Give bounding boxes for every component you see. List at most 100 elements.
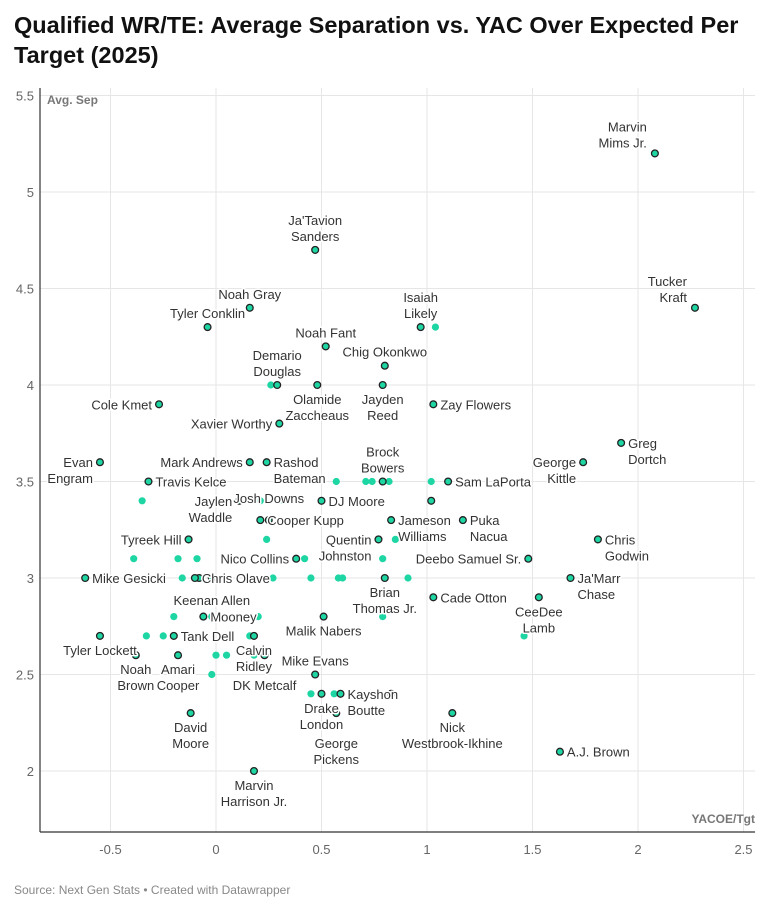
point-label: Jayden Reed bbox=[362, 392, 404, 423]
data-point bbox=[275, 419, 284, 428]
data-point bbox=[208, 613, 216, 621]
point-label: Tyler Conklin bbox=[170, 306, 245, 321]
x-axis-label: YACOE/Tgt bbox=[691, 812, 755, 826]
data-point bbox=[95, 631, 104, 640]
data-point bbox=[416, 323, 425, 332]
data-point bbox=[534, 593, 543, 602]
data-point bbox=[212, 651, 220, 659]
point-label: Josh Downs bbox=[233, 491, 304, 506]
data-point bbox=[579, 458, 588, 467]
data-point bbox=[332, 477, 340, 486]
y-tick-label: 3 bbox=[27, 571, 34, 586]
point-label: Xavier Worthy bbox=[191, 417, 273, 432]
point-label: Sam LaPorta bbox=[455, 475, 532, 490]
point-label: Jameson Williams bbox=[398, 513, 451, 544]
point-label: Malik Nabers bbox=[286, 624, 362, 639]
data-point bbox=[81, 573, 90, 583]
data-point bbox=[458, 516, 467, 525]
data-point bbox=[199, 612, 208, 621]
data-point bbox=[142, 632, 150, 640]
data-point bbox=[203, 323, 212, 332]
data-point bbox=[245, 303, 254, 312]
data-point bbox=[374, 535, 383, 544]
point-label: Tucker Kraft bbox=[648, 274, 688, 305]
data-point bbox=[95, 458, 104, 467]
point-label: Tyreek Hill bbox=[121, 532, 182, 547]
data-point bbox=[444, 477, 453, 486]
y-tick-label: 3.5 bbox=[16, 475, 34, 490]
point-label: Isaiah Likely bbox=[403, 290, 438, 321]
x-tick-label: 1.5 bbox=[523, 842, 541, 857]
data-point bbox=[448, 709, 457, 718]
data-point bbox=[250, 651, 258, 659]
point-label: Mooney bbox=[210, 610, 257, 625]
data-point bbox=[429, 400, 438, 409]
data-point bbox=[245, 458, 254, 467]
point-label: Jaylen Waddle bbox=[189, 494, 233, 525]
point-label: Cole Kmet bbox=[91, 397, 152, 412]
data-point bbox=[256, 516, 265, 525]
data-point bbox=[170, 613, 178, 621]
data-point bbox=[379, 555, 387, 563]
data-point bbox=[387, 689, 396, 698]
point-label: Noah Brown bbox=[117, 662, 154, 693]
source-note: Source: Next Gen Stats • Created with Da… bbox=[14, 883, 291, 897]
data-point bbox=[524, 554, 533, 563]
chart-title: Qualified WR/TE: Average Separation vs. … bbox=[14, 12, 739, 68]
x-tick-label: 2.5 bbox=[734, 842, 752, 857]
point-label: Chig Okonkwo bbox=[343, 345, 428, 360]
point-label: Tank Dell bbox=[181, 629, 235, 644]
data-point bbox=[380, 361, 389, 370]
data-point bbox=[130, 555, 138, 563]
data-point bbox=[520, 632, 528, 640]
point-label: Keenan Allen bbox=[173, 593, 250, 608]
data-point bbox=[555, 747, 564, 756]
data-point bbox=[260, 651, 269, 660]
data-point bbox=[385, 477, 393, 486]
data-point bbox=[317, 496, 326, 505]
data-point bbox=[431, 323, 440, 331]
data-point bbox=[429, 593, 438, 602]
point-label: Deebo Samuel Sr. bbox=[416, 552, 522, 567]
data-point bbox=[292, 554, 301, 563]
point-label: Drake London bbox=[300, 701, 343, 732]
point-label: Puka Nacua bbox=[470, 513, 508, 544]
data-point bbox=[332, 709, 341, 718]
data-point bbox=[307, 690, 315, 698]
data-point bbox=[330, 690, 338, 698]
point-label: Chris Godwin bbox=[605, 532, 649, 563]
point-label: Nick Westbrook-Ikhine bbox=[402, 720, 503, 751]
data-point bbox=[173, 651, 183, 660]
point-label: Kayshon Boutte bbox=[347, 687, 398, 718]
data-point bbox=[256, 497, 264, 505]
data-point bbox=[317, 689, 326, 698]
data-point bbox=[311, 670, 320, 679]
point-label: Calvin Ridley bbox=[236, 643, 273, 674]
data-point bbox=[427, 496, 436, 505]
data-point bbox=[174, 555, 182, 563]
data-point bbox=[378, 380, 387, 390]
data-point bbox=[336, 689, 345, 698]
data-point bbox=[279, 497, 288, 505]
y-tick-label: 4 bbox=[27, 378, 34, 393]
data-point bbox=[178, 574, 186, 582]
point-label: Travis Kelce bbox=[155, 475, 226, 490]
point-label: Zay Flowers bbox=[440, 397, 511, 412]
data-point bbox=[273, 380, 282, 390]
point-label: Amari Cooper bbox=[157, 662, 200, 693]
data-point bbox=[301, 555, 309, 563]
y-tick-label: 4.5 bbox=[16, 282, 34, 297]
data-point bbox=[378, 477, 387, 486]
data-point bbox=[566, 573, 575, 583]
data-point bbox=[159, 632, 167, 640]
y-tick-label: 2.5 bbox=[16, 668, 34, 683]
point-label: Nico Collins bbox=[221, 552, 290, 567]
data-point bbox=[254, 613, 262, 621]
point-label: Mike Evans bbox=[282, 654, 350, 669]
point-label: Brian Thomas Jr. bbox=[353, 585, 417, 616]
point-label: Rashod Bateman bbox=[274, 455, 326, 486]
point-label: Ja'Tavion Sanders bbox=[288, 213, 342, 244]
y-tick-label: 5 bbox=[27, 185, 34, 200]
point-label: Marvin Mims Jr. bbox=[598, 119, 646, 150]
